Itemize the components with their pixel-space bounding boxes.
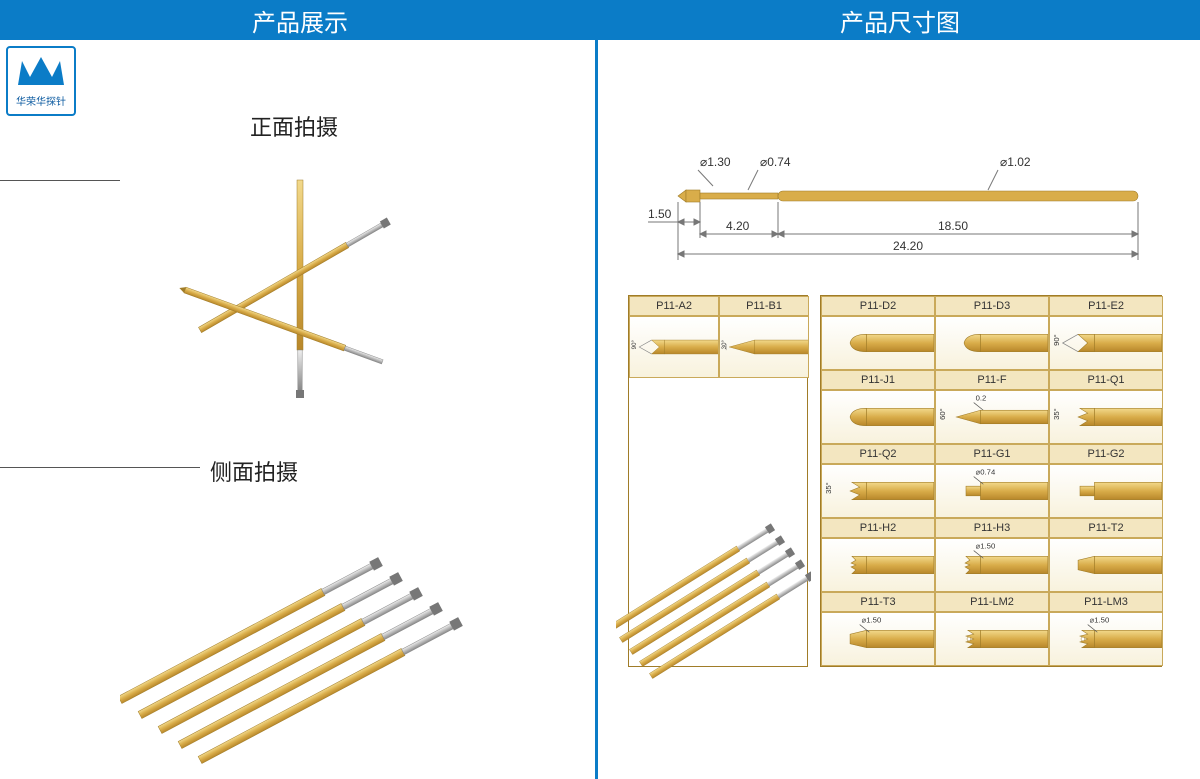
tip-code: P11-E2: [1049, 296, 1163, 316]
brand-logo: 华荣华探针: [6, 46, 76, 116]
svg-text:35°: 35°: [1052, 408, 1061, 420]
svg-text:⌀1.50: ⌀1.50: [1090, 616, 1110, 625]
svg-text:⌀0.74: ⌀0.74: [976, 468, 996, 477]
tip-code: P11-Q2: [821, 444, 935, 464]
tip-code: P11-LM2: [935, 592, 1049, 612]
tip-code: P11-D2: [821, 296, 935, 316]
svg-text:90°: 90°: [1052, 334, 1061, 346]
tip-code: P11-H2: [821, 518, 935, 538]
side-shot-illustration: [120, 495, 490, 765]
tip-shape: ⌀1.50: [1049, 612, 1163, 666]
svg-text:90°: 90°: [631, 339, 638, 349]
svg-text:60°: 60°: [938, 408, 947, 420]
front-shot-illustration: [160, 170, 420, 430]
dim-body-len: 18.50: [938, 219, 968, 233]
tab-label: 产品尺寸图: [840, 3, 960, 38]
svg-text:⌀1.50: ⌀1.50: [976, 542, 996, 551]
tip-code: P11-G2: [1049, 444, 1163, 464]
svg-text:⌀1.50: ⌀1.50: [862, 616, 882, 625]
tip-code: P11-T2: [1049, 518, 1163, 538]
tip-code: P11-A2: [629, 296, 719, 316]
logo-text: 华荣华探针: [16, 93, 66, 108]
tip-code: P11-G1: [935, 444, 1049, 464]
dim-tip-len: 1.50: [648, 207, 672, 221]
front-shot-label: 正面拍摄: [250, 110, 338, 142]
dimension-drawing: ⌀1.30 ⌀0.74 ⌀1.02: [628, 150, 1173, 280]
tip-shape: [1049, 464, 1163, 518]
dim-body-dia: ⌀1.02: [1000, 155, 1031, 169]
tip-shape: 0.2 60°: [935, 390, 1049, 444]
side-shot-label: 侧面拍摄: [210, 455, 298, 487]
svg-text:35°: 35°: [824, 482, 833, 494]
dim-tip-dia: ⌀1.30: [700, 155, 731, 169]
tip-shape: 30°: [719, 316, 809, 378]
dim-shaft-dia: ⌀0.74: [760, 155, 791, 169]
tip-code: P11-LM3: [1049, 592, 1163, 612]
tip-shape: 90°: [1049, 316, 1163, 370]
tip-shape: 35°: [821, 464, 935, 518]
tip-shape: [821, 538, 935, 592]
dim-shaft-len: 4.20: [726, 219, 750, 233]
panel-display: 华荣华探针 正面拍摄: [0, 40, 598, 779]
tip-shape: 90°: [629, 316, 719, 378]
tip-shape: ⌀0.74: [935, 464, 1049, 518]
tip-shape: [935, 612, 1049, 666]
tab-label: 产品展示: [252, 3, 348, 38]
tip-shape: [821, 390, 935, 444]
tip-shape: ⌀1.50: [935, 538, 1049, 592]
crown-icon: [16, 55, 66, 91]
panel-dimensions: ⌀1.30 ⌀0.74 ⌀1.02: [598, 40, 1197, 779]
pin-fan-illustration: [616, 470, 811, 680]
svg-text:30°: 30°: [721, 339, 728, 349]
tip-code: P11-T3: [821, 592, 935, 612]
divider: [0, 180, 120, 181]
tip-code: P11-D3: [935, 296, 1049, 316]
tip-code: P11-B1: [719, 296, 809, 316]
tip-shape: ⌀1.50: [821, 612, 935, 666]
dim-total-len: 24.20: [893, 239, 923, 253]
tip-code: P11-H3: [935, 518, 1049, 538]
tab-product-display: 产品展示: [0, 0, 600, 40]
tip-shape: [1049, 538, 1163, 592]
svg-text:0.2: 0.2: [976, 394, 987, 403]
tip-code: P11-F: [935, 370, 1049, 390]
tip-shape: 35°: [1049, 390, 1163, 444]
tip-grid-right: P11-D2P11-D3P11-E290°P11-J1P11-FP11-Q10.…: [820, 295, 1162, 667]
tip-code: P11-Q1: [1049, 370, 1163, 390]
divider: [0, 467, 200, 468]
tip-shape: [821, 316, 935, 370]
tip-shape: [935, 316, 1049, 370]
tip-code: P11-J1: [821, 370, 935, 390]
header: 产品展示 产品尺寸图: [0, 0, 1200, 40]
tab-product-dimensions: 产品尺寸图: [600, 0, 1200, 40]
